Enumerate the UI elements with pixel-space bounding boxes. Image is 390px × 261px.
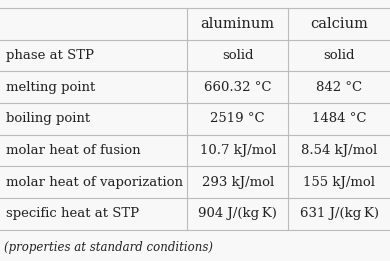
- Text: aluminum: aluminum: [201, 17, 275, 31]
- Text: solid: solid: [222, 49, 254, 62]
- Text: 155 kJ/mol: 155 kJ/mol: [303, 176, 375, 189]
- Text: calcium: calcium: [310, 17, 368, 31]
- Text: specific heat at STP: specific heat at STP: [6, 207, 139, 220]
- Text: melting point: melting point: [6, 81, 95, 93]
- Text: 631 J/(kg K): 631 J/(kg K): [300, 207, 379, 220]
- Text: solid: solid: [323, 49, 355, 62]
- Text: (properties at standard conditions): (properties at standard conditions): [4, 241, 213, 254]
- Text: 1484 °C: 1484 °C: [312, 112, 366, 125]
- Text: molar heat of vaporization: molar heat of vaporization: [6, 176, 183, 189]
- Text: 293 kJ/mol: 293 kJ/mol: [202, 176, 274, 189]
- Text: molar heat of fusion: molar heat of fusion: [6, 144, 140, 157]
- Text: 10.7 kJ/mol: 10.7 kJ/mol: [200, 144, 276, 157]
- Text: 8.54 kJ/mol: 8.54 kJ/mol: [301, 144, 377, 157]
- Text: 660.32 °C: 660.32 °C: [204, 81, 271, 93]
- Text: phase at STP: phase at STP: [6, 49, 94, 62]
- Text: 2519 °C: 2519 °C: [211, 112, 265, 125]
- Text: boiling point: boiling point: [6, 112, 90, 125]
- Text: 842 °C: 842 °C: [316, 81, 362, 93]
- Text: 904 J/(kg K): 904 J/(kg K): [199, 207, 277, 220]
